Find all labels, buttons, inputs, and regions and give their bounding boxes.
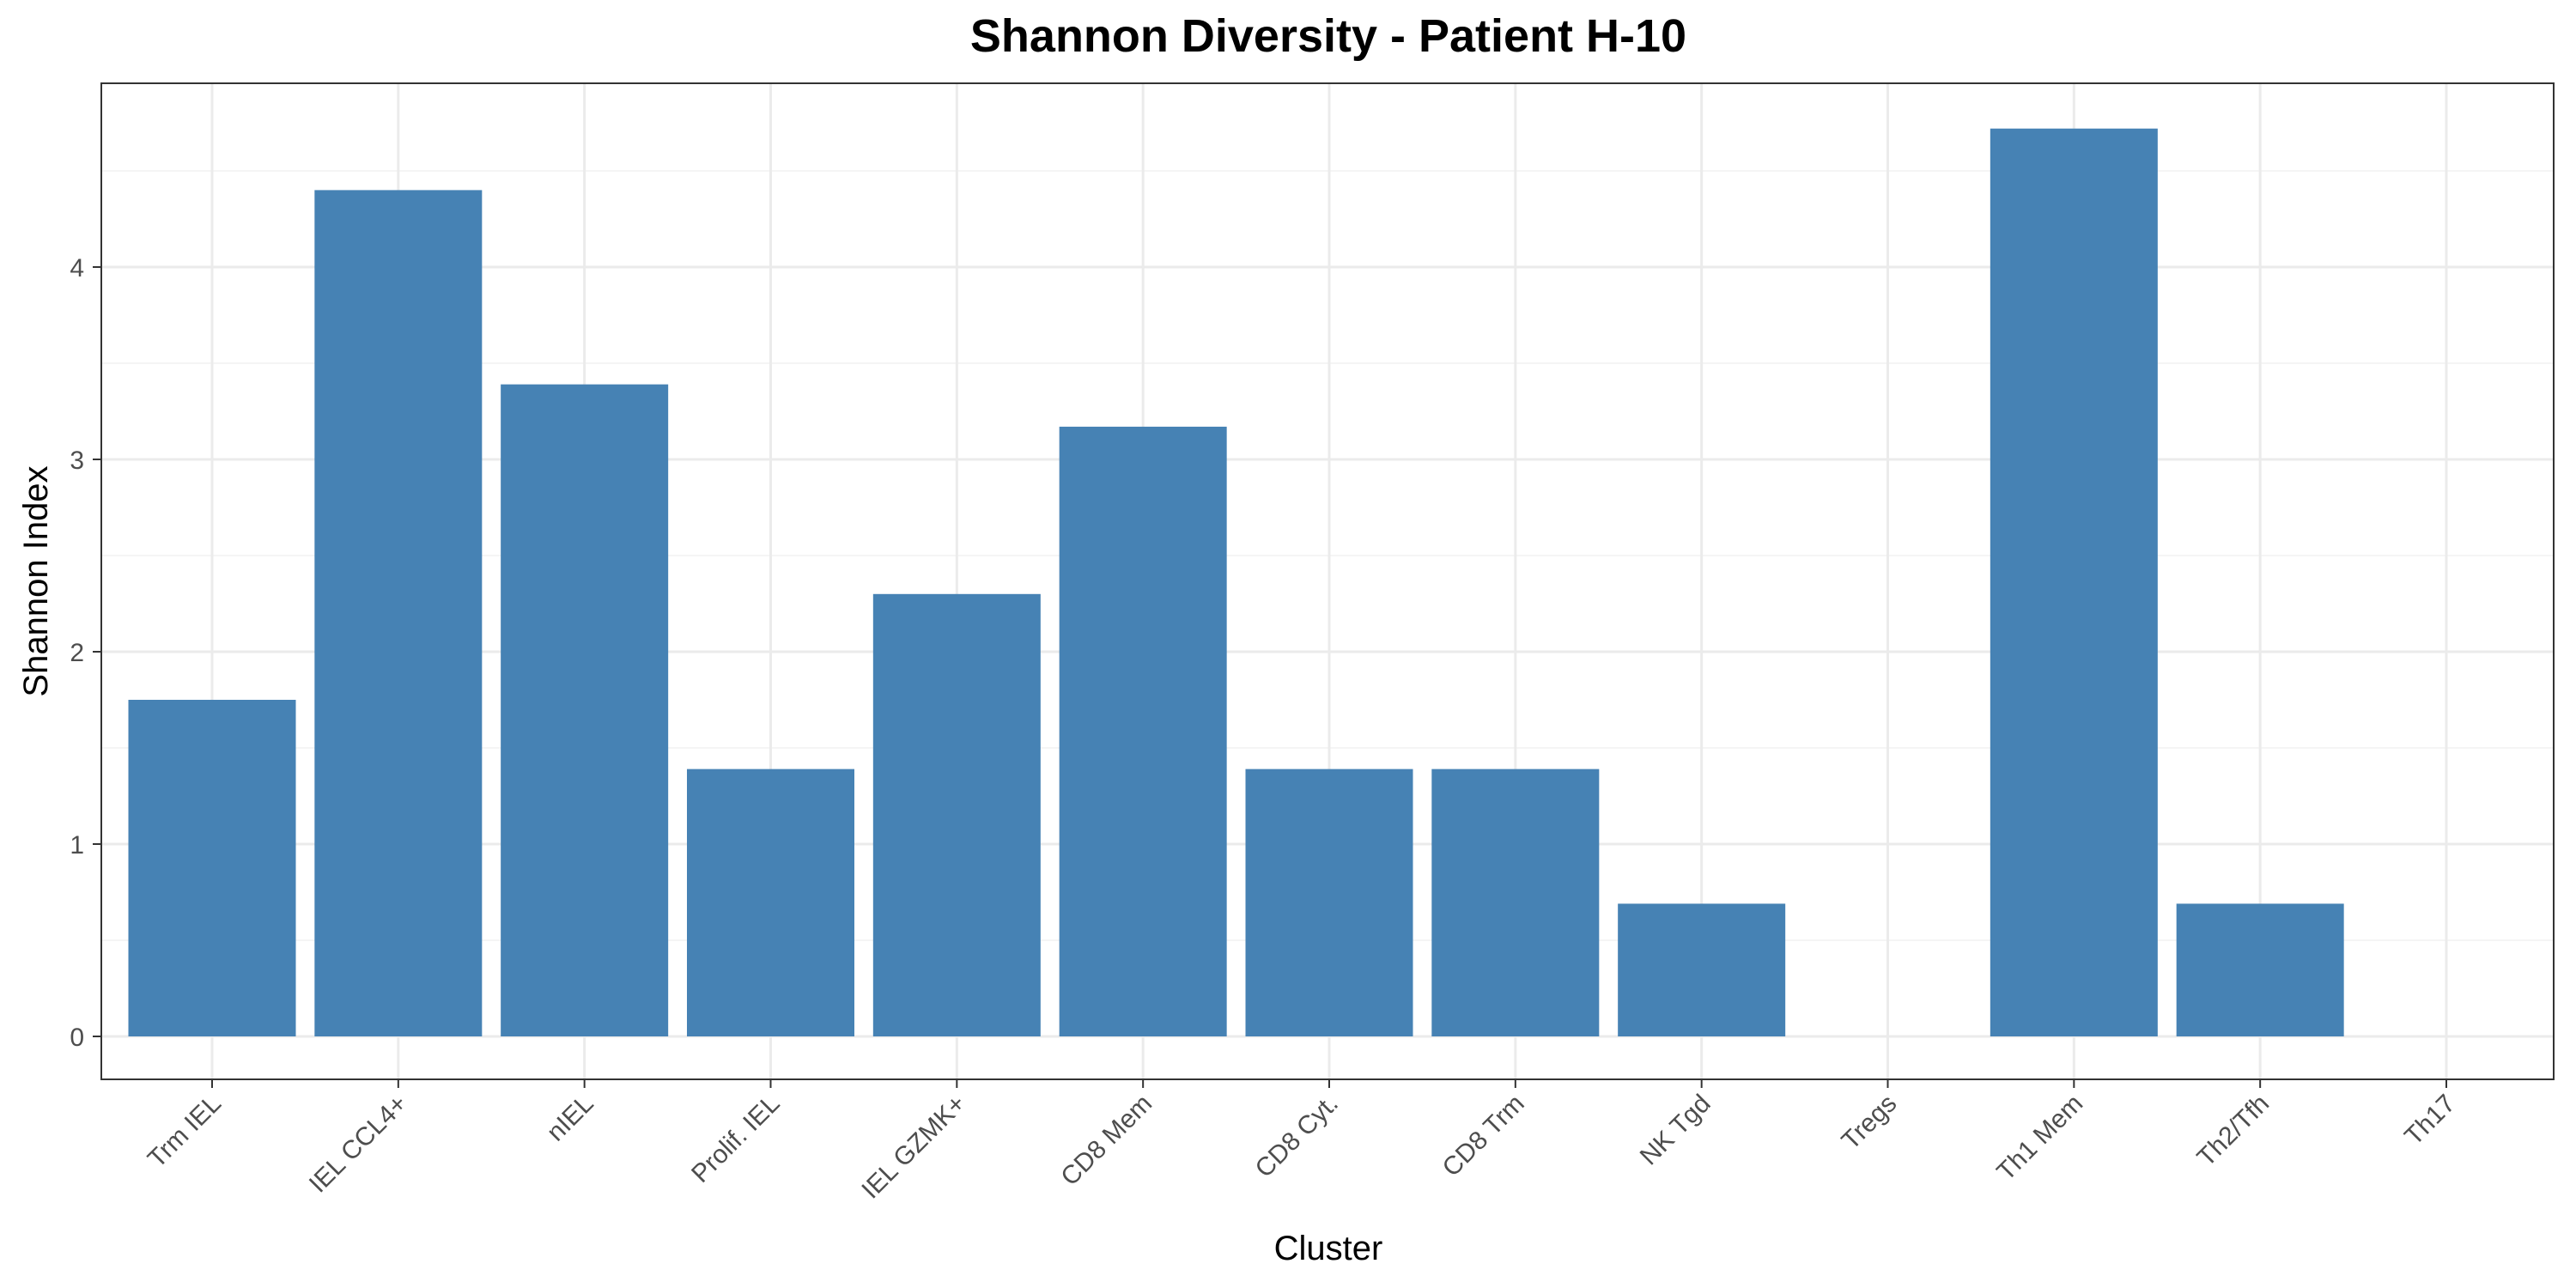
x-tick-label: Th1 Mem — [1991, 1090, 2088, 1187]
y-axis-title: Shannon Index — [17, 465, 55, 696]
y-tick-label: 1 — [70, 831, 84, 860]
bar — [687, 769, 854, 1036]
y-tick-label: 4 — [70, 254, 84, 283]
bar — [128, 700, 296, 1036]
x-tick-label: IEL GZMK+ — [856, 1090, 971, 1205]
bar — [314, 190, 483, 1036]
panel-border — [100, 82, 2555, 1080]
x-axis-title: Cluster — [1274, 1230, 1383, 1267]
bar — [2176, 903, 2344, 1036]
x-tick-label: NK Tgd — [1635, 1090, 1716, 1171]
x-tick-label: CD8 Trm — [1437, 1090, 1530, 1182]
x-tick-label: CD8 Cyt. — [1250, 1090, 1344, 1183]
y-tick-label: 3 — [70, 447, 84, 475]
bars-layer — [128, 128, 2344, 1037]
y-tick-label: 0 — [70, 1024, 84, 1052]
bar — [872, 593, 1041, 1036]
chart-title: Shannon Diversity - Patient H-10 — [970, 10, 1686, 62]
bar — [1245, 769, 1413, 1036]
bar — [1431, 769, 1600, 1036]
x-tick-label: Th17 — [2399, 1090, 2461, 1151]
y-tick-label: 2 — [70, 639, 84, 667]
bar — [1059, 426, 1227, 1036]
x-tick-label: Trm IEL — [143, 1090, 227, 1174]
x-tick-label: CD8 Mem — [1055, 1090, 1157, 1192]
x-tick-label: nIEL — [542, 1090, 599, 1147]
plot-panel — [100, 82, 2555, 1080]
bar — [1990, 128, 2158, 1037]
bar — [1618, 903, 1786, 1036]
x-tick-label: IEL CCL4+ — [304, 1090, 413, 1199]
x-tick-label: Prolif. IEL — [686, 1090, 785, 1188]
x-axis: Trm IEL IEL CCL4+ nIEL Prolif. IEL IEL GZMK+… — [143, 1079, 2461, 1205]
bar — [501, 384, 669, 1036]
x-tick-label: Tregs — [1837, 1090, 1903, 1156]
x-tick-label: Th2/Tfh — [2192, 1090, 2275, 1172]
y-axis: 0 1 2 3 4 — [70, 254, 101, 1052]
